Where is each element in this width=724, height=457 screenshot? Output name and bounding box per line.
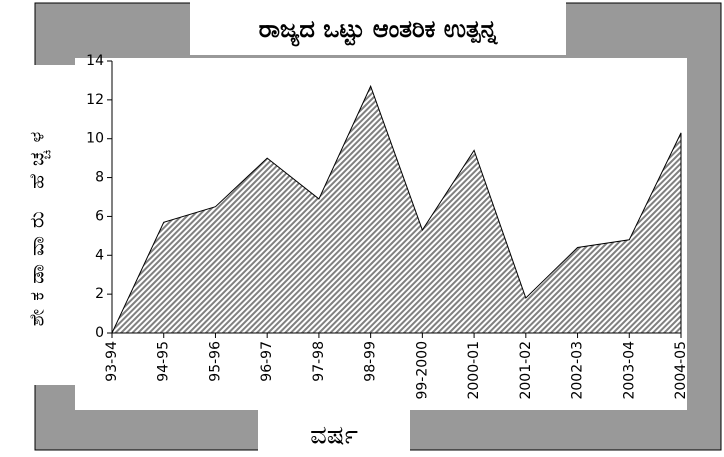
x-tick-label: 2002-03 — [570, 341, 586, 400]
x-tick-label: 98-99 — [363, 341, 379, 382]
x-tick-label: 97-98 — [311, 341, 327, 382]
y-tick-label: 0 — [95, 325, 104, 341]
x-axis-label: ವರ್ಷ — [310, 421, 358, 451]
y-tick-label: 14 — [86, 53, 104, 69]
x-tick-label: 93-94 — [104, 341, 120, 382]
y-tick-label: 2 — [95, 286, 104, 302]
x-label-box — [258, 410, 410, 453]
x-tick-label: 2000-01 — [466, 341, 482, 400]
x-tick-label: 95-96 — [207, 341, 223, 382]
y-tick-label: 8 — [95, 170, 104, 186]
x-tick-label: 99-2000 — [414, 341, 430, 400]
title-box — [190, 0, 566, 55]
y-axis-label: ಶೇಕಡಾವಾರು ಹೆಚ್ಚಳ — [25, 124, 51, 327]
chart-title: ರಾಜ್ಯದ ಒಟ್ಟು ಆಂತರಿಕ ಉತ್ಪನ್ನ — [259, 15, 498, 47]
x-tick-label: 94-95 — [156, 341, 172, 382]
y-tick-label: 4 — [95, 247, 104, 263]
y-label-box — [0, 65, 75, 385]
x-tick-label: 2001-02 — [518, 341, 534, 400]
x-tick-label: 2004-05 — [673, 341, 689, 400]
x-tick-label: 2003-04 — [621, 341, 637, 400]
y-tick-label: 12 — [86, 92, 104, 108]
y-tick-label: 10 — [86, 131, 104, 147]
y-tick-label: 6 — [95, 208, 104, 224]
x-tick-label: 96-97 — [259, 341, 275, 382]
area — [111, 84, 682, 334]
